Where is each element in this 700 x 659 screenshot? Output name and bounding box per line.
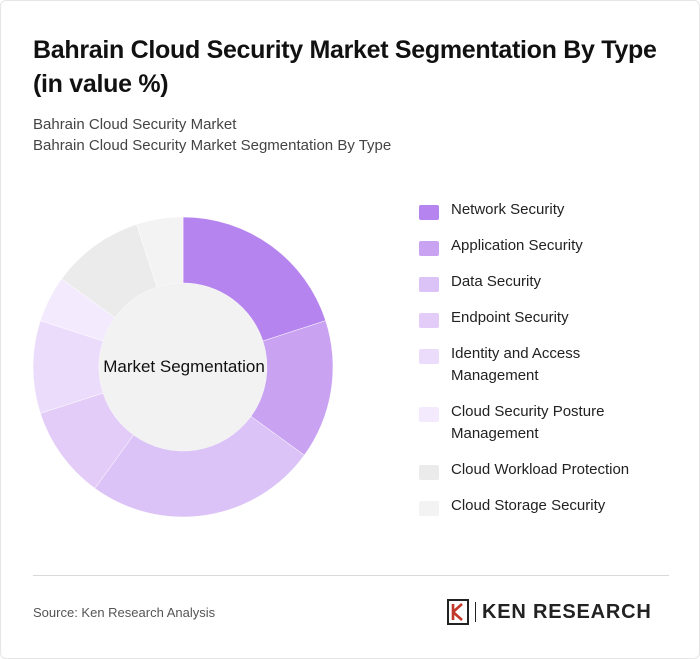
logo-separator (475, 602, 476, 622)
legend-item-cloud-workload-protection[interactable]: Cloud Workload Protection (419, 459, 679, 481)
chart-subtitle: Bahrain Cloud Security Market Bahrain Cl… (33, 114, 391, 156)
subtitle-line-2: Bahrain Cloud Security Market Segmentati… (33, 137, 392, 154)
legend-swatch (419, 465, 439, 480)
legend-item-network-security[interactable]: Network Security (419, 199, 679, 221)
legend-swatch (419, 407, 439, 422)
chart-title: Bahrain Cloud Security Market Segmentati… (33, 36, 657, 98)
footer-divider (33, 575, 669, 576)
legend-item-cloud-storage-security[interactable]: Cloud Storage Security (419, 495, 679, 517)
legend-label: Cloud Workload Protection (451, 461, 630, 478)
legend-item-identity-and-access-management[interactable]: Identity and Access Management (419, 343, 679, 387)
legend-swatch (419, 241, 439, 256)
legend-label: Network Security (451, 201, 565, 218)
logo-text: KEN RESEARCH (482, 600, 652, 623)
source-note: Source: Ken Research Analysis (33, 605, 216, 620)
legend-swatch (419, 313, 439, 328)
legend-item-endpoint-security[interactable]: Endpoint Security (419, 307, 679, 329)
legend-swatch (419, 277, 439, 292)
ken-research-logo-icon (447, 599, 469, 625)
subtitle-line-1: Bahrain Cloud Security Market (33, 116, 237, 133)
donut-hole (99, 283, 267, 451)
chart-legend: Network Security Application Security Data… (419, 199, 679, 531)
legend-item-application-security[interactable]: Application Security (419, 235, 679, 257)
legend-swatch (419, 349, 439, 364)
legend-label: Data Security (451, 273, 542, 290)
ken-research-logo: KEN RESEARCH (447, 599, 652, 625)
donut-svg (32, 216, 334, 518)
legend-swatch (419, 501, 439, 516)
legend-item-cloud-security-posture-management[interactable]: Cloud Security Posture Management (419, 401, 679, 445)
legend-label: Cloud Storage Security (451, 497, 606, 514)
legend-label: Application Security (451, 237, 583, 254)
legend-swatch (419, 205, 439, 220)
legend-label: Endpoint Security (451, 309, 569, 326)
donut-chart: Market Segmentation (31, 213, 337, 521)
legend-label: Cloud Security Posture Management (451, 403, 605, 442)
legend-item-data-security[interactable]: Data Security (419, 271, 679, 293)
legend-label: Identity and Access Management (451, 345, 581, 384)
